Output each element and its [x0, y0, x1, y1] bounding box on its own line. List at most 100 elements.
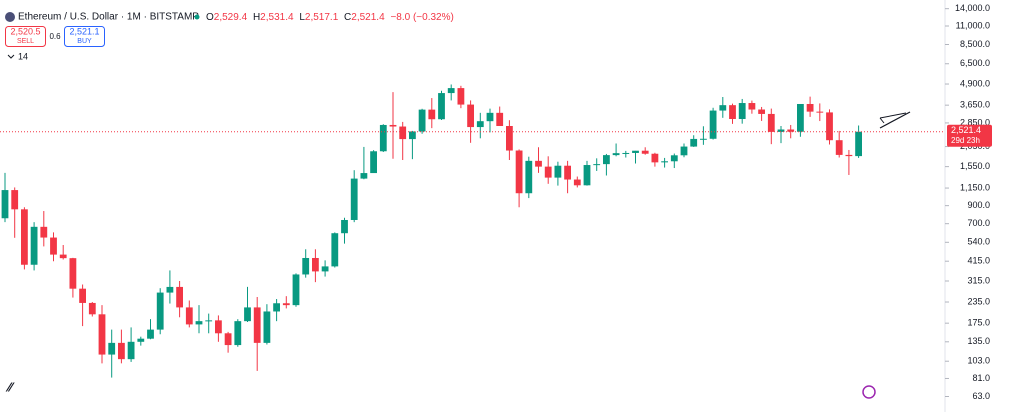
candle-body: [185, 307, 193, 325]
candle-body: [253, 307, 261, 343]
candle-body: [418, 109, 426, 132]
candle-body: [21, 209, 28, 265]
y-tick-label: 2,850.0: [960, 117, 990, 127]
ohlc-label: C: [344, 12, 351, 23]
candle-body: [50, 237, 57, 255]
candle-body: [486, 112, 494, 122]
y-tick-label: 415.0: [967, 256, 990, 266]
candle-body: [738, 103, 746, 119]
ohlc-label: H: [253, 12, 260, 23]
candle-body: [40, 226, 48, 238]
y-tick-label: 103.0: [967, 356, 990, 366]
candle-body: [321, 266, 329, 272]
candle-body: [350, 178, 358, 220]
y-tick-label: 175.0: [967, 318, 990, 328]
candle-body: [137, 338, 145, 342]
candle-body: [79, 288, 86, 303]
countdown-label: 29d 23h: [951, 136, 980, 145]
last-price-label: 2,521.4: [951, 125, 981, 135]
candle-body: [729, 105, 736, 119]
candle-body: [273, 303, 280, 312]
ohlc-value: 2,531.4: [260, 12, 294, 23]
candle-body: [30, 226, 38, 265]
chart-title: Ethereum / U.S. Dollar · 1M · BITSTAMP: [18, 12, 199, 23]
sell-button[interactable]: [5, 26, 46, 47]
y-tick-label: 63.0: [972, 391, 990, 401]
candle-body: [147, 329, 154, 339]
candle-body: [166, 286, 174, 293]
candle-body: [622, 152, 630, 154]
candle-body: [234, 321, 242, 346]
candle-body: [535, 160, 542, 167]
candle-body: [700, 138, 707, 140]
candle-body: [302, 257, 310, 275]
candle-body: [777, 129, 785, 132]
candle-body: [525, 160, 533, 194]
candle-body: [670, 155, 678, 162]
candle-body: [748, 103, 756, 110]
candle-body: [370, 151, 377, 174]
candle-body: [506, 126, 513, 151]
candle-body: [263, 311, 271, 343]
y-tick-label: 235.0: [967, 296, 990, 306]
candle-body: [360, 173, 368, 179]
y-tick-label: 6,500.0: [960, 58, 990, 68]
ohlc-value: 2,517.1: [305, 12, 339, 23]
last-price-tag: [947, 124, 992, 147]
candle-body: [719, 105, 727, 111]
candle-body: [11, 190, 19, 210]
y-tick-label: 11,000.0: [956, 20, 990, 30]
candle-body: [282, 303, 290, 306]
candle-body: [593, 164, 601, 166]
candle-body: [457, 88, 465, 105]
candle-body: [573, 179, 581, 186]
candle-body: [312, 257, 319, 272]
candle-body: [156, 292, 164, 330]
candle-body: [835, 140, 843, 155]
symbol-icon: [5, 12, 15, 22]
y-tick-label: 4,900.0: [960, 78, 990, 88]
candle-body: [88, 302, 96, 315]
candle-body: [428, 109, 436, 120]
buy-price: 2,521.1: [69, 26, 99, 36]
candle-body: [438, 93, 445, 120]
candle-body: [826, 112, 833, 141]
candle-body: [797, 103, 804, 132]
candle-body: [224, 333, 232, 346]
candle-body: [467, 104, 474, 128]
candle-body: [292, 274, 300, 306]
candle-body: [389, 124, 397, 127]
y-tick-label: 900.0: [967, 200, 990, 210]
candle-body: [758, 109, 765, 114]
plot: [0, 84, 945, 378]
candle-body: [564, 165, 571, 180]
candle-body: [816, 111, 824, 113]
candle-body: [845, 154, 853, 157]
arrow: [879, 112, 907, 124]
candle-body: [331, 233, 339, 267]
candle-body: [583, 165, 591, 186]
y-tick-label: 135.0: [967, 336, 990, 346]
candle-body: [379, 124, 387, 152]
candle-body: [69, 258, 77, 289]
event-icon[interactable]: [862, 385, 876, 399]
y-tick-label: 1,550.0: [960, 161, 990, 171]
candle-body: [651, 153, 659, 163]
candle-body: [544, 166, 552, 178]
collapse-icon[interactable]: [7, 54, 15, 59]
change: −8.0 (−0.32%): [390, 12, 453, 23]
ohlc-value: 2,521.4: [351, 12, 385, 23]
y-tick-label: 700.0: [967, 218, 990, 228]
buy-button[interactable]: [64, 26, 105, 47]
candle-body: [767, 113, 775, 132]
candle-body: [690, 138, 698, 147]
candle-body: [612, 153, 620, 156]
candle-body: [59, 254, 67, 259]
spread: 0.6: [49, 32, 61, 41]
candle-body: [1, 190, 9, 219]
candle-body: [195, 321, 203, 325]
candle-body: [680, 146, 688, 156]
ohlc-value: 2,529.4: [214, 12, 248, 23]
candle-body: [855, 131, 862, 157]
